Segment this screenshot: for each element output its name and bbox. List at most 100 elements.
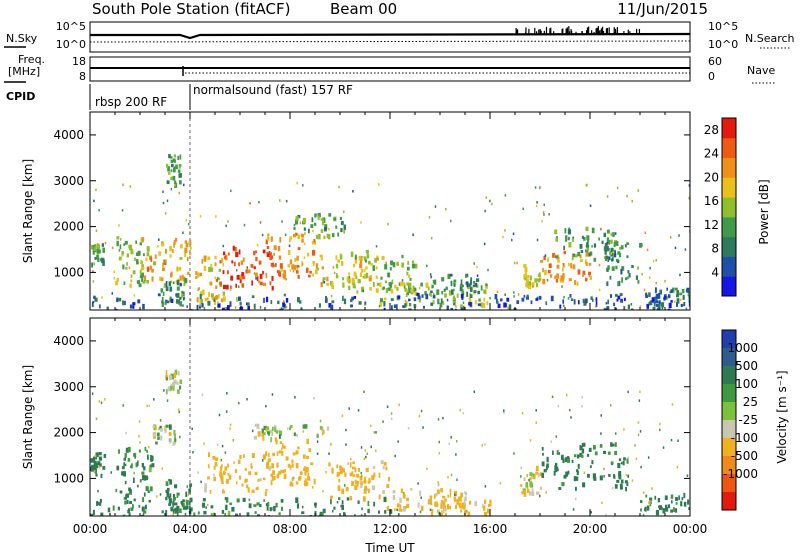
heatmap-cell bbox=[123, 471, 126, 477]
heatmap-cell bbox=[199, 291, 203, 297]
heatmap-cell bbox=[275, 430, 279, 434]
heatmap-cell bbox=[225, 284, 229, 290]
heatmap-cell bbox=[376, 289, 379, 294]
heatmap-cell bbox=[442, 495, 446, 499]
heatmap-cell bbox=[386, 506, 390, 512]
heatmap-cell bbox=[365, 272, 369, 279]
heatmap-cell bbox=[333, 271, 336, 275]
heatmap-cell bbox=[408, 287, 412, 294]
power-colorbar-label: Power [dB] bbox=[757, 179, 771, 244]
heatmap-cell bbox=[576, 283, 579, 286]
heatmap-cell bbox=[556, 466, 559, 470]
heatmap-cell bbox=[136, 259, 139, 265]
heatmap-cell bbox=[379, 301, 383, 307]
heatmap-cell bbox=[391, 305, 393, 310]
heatmap-cell bbox=[93, 295, 96, 300]
heatmap-cell bbox=[483, 289, 487, 294]
heatmap-cell bbox=[627, 390, 629, 394]
heatmap-cell bbox=[534, 186, 537, 189]
heatmap-cell bbox=[250, 264, 254, 268]
heatmap-cell bbox=[130, 507, 134, 512]
heatmap-cell bbox=[541, 446, 544, 451]
heatmap-cell bbox=[360, 484, 363, 489]
heatmap-cell bbox=[353, 263, 356, 268]
heatmap-cell bbox=[279, 263, 283, 269]
heatmap-cell bbox=[202, 289, 205, 296]
nsearch-tick-bottom: 10^0 bbox=[708, 38, 738, 51]
heatmap-cell bbox=[176, 286, 180, 291]
heatmap-cell bbox=[401, 254, 404, 259]
heatmap-cell bbox=[371, 474, 375, 481]
velocity-panel-frame bbox=[89, 317, 691, 517]
heatmap-cell bbox=[360, 481, 363, 486]
heatmap-cell bbox=[375, 245, 378, 248]
heatmap-cell bbox=[336, 464, 339, 469]
heatmap-cell bbox=[352, 282, 356, 289]
y-tick-label: 2000 bbox=[53, 426, 84, 440]
heatmap-cell bbox=[142, 474, 145, 481]
heatmap-cell bbox=[542, 452, 544, 456]
heatmap-cell bbox=[101, 259, 104, 264]
heatmap-cell bbox=[276, 473, 280, 479]
heatmap-cell bbox=[222, 470, 225, 475]
heatmap-cell bbox=[285, 456, 289, 461]
heatmap-cell bbox=[579, 259, 583, 263]
heatmap-cell bbox=[406, 266, 410, 271]
heatmap-cell bbox=[246, 302, 250, 306]
heatmap-cell bbox=[137, 251, 140, 255]
heatmap-cell bbox=[367, 260, 371, 265]
heatmap-cell bbox=[417, 295, 421, 300]
heatmap-cell bbox=[174, 484, 178, 489]
heatmap-cell bbox=[649, 502, 651, 506]
heatmap-cell bbox=[564, 228, 567, 234]
heatmap-cell bbox=[267, 233, 270, 237]
heatmap-cell bbox=[97, 502, 101, 506]
heatmap-cell bbox=[307, 472, 310, 477]
heatmap-cell bbox=[658, 307, 661, 310]
heatmap-cell bbox=[545, 301, 548, 306]
heatmap-cell bbox=[289, 238, 291, 243]
heatmap-cell bbox=[655, 259, 658, 262]
heatmap-cell bbox=[432, 292, 435, 296]
heatmap-cell bbox=[154, 431, 157, 437]
heatmap-cell bbox=[447, 273, 451, 280]
heatmap-cell bbox=[123, 243, 125, 246]
heatmap-cell bbox=[283, 269, 287, 275]
heatmap-cell bbox=[624, 277, 628, 281]
heatmap-cell bbox=[301, 233, 305, 238]
heatmap-cell bbox=[169, 479, 173, 485]
heatmap-cell bbox=[344, 484, 346, 487]
heatmap-cell bbox=[420, 496, 422, 499]
heatmap-cell bbox=[537, 274, 541, 278]
heatmap-cell bbox=[390, 289, 394, 294]
heatmap-cell bbox=[462, 301, 465, 305]
heatmap-cell bbox=[230, 189, 232, 193]
heatmap-cell bbox=[579, 243, 583, 249]
heatmap-cell bbox=[588, 274, 591, 278]
heatmap-cell bbox=[139, 441, 141, 444]
heatmap-cell bbox=[466, 509, 468, 513]
heatmap-cell bbox=[363, 390, 365, 394]
heatmap-cell bbox=[586, 453, 590, 457]
heatmap-cell bbox=[197, 471, 199, 474]
heatmap-cell bbox=[462, 284, 464, 288]
heatmap-cell bbox=[222, 244, 225, 248]
heatmap-cell bbox=[240, 260, 244, 265]
heatmap-cell bbox=[483, 297, 486, 302]
heatmap-cell bbox=[283, 275, 287, 280]
heatmap-cell bbox=[574, 486, 577, 491]
heatmap-cell bbox=[213, 299, 216, 302]
heatmap-cell bbox=[425, 293, 429, 300]
heatmap-cell bbox=[204, 487, 207, 493]
heatmap-cell bbox=[306, 438, 310, 445]
heatmap-cell bbox=[586, 261, 588, 266]
heatmap-cell bbox=[251, 453, 255, 458]
heatmap-cell bbox=[446, 298, 449, 302]
heatmap-cell bbox=[297, 274, 300, 279]
heatmap-cell bbox=[469, 287, 473, 292]
heatmap-cell bbox=[372, 466, 376, 469]
heatmap-cell bbox=[365, 455, 367, 459]
heatmap-cell bbox=[94, 454, 97, 458]
heatmap-cell bbox=[198, 305, 202, 309]
heatmap-cell bbox=[247, 487, 250, 493]
